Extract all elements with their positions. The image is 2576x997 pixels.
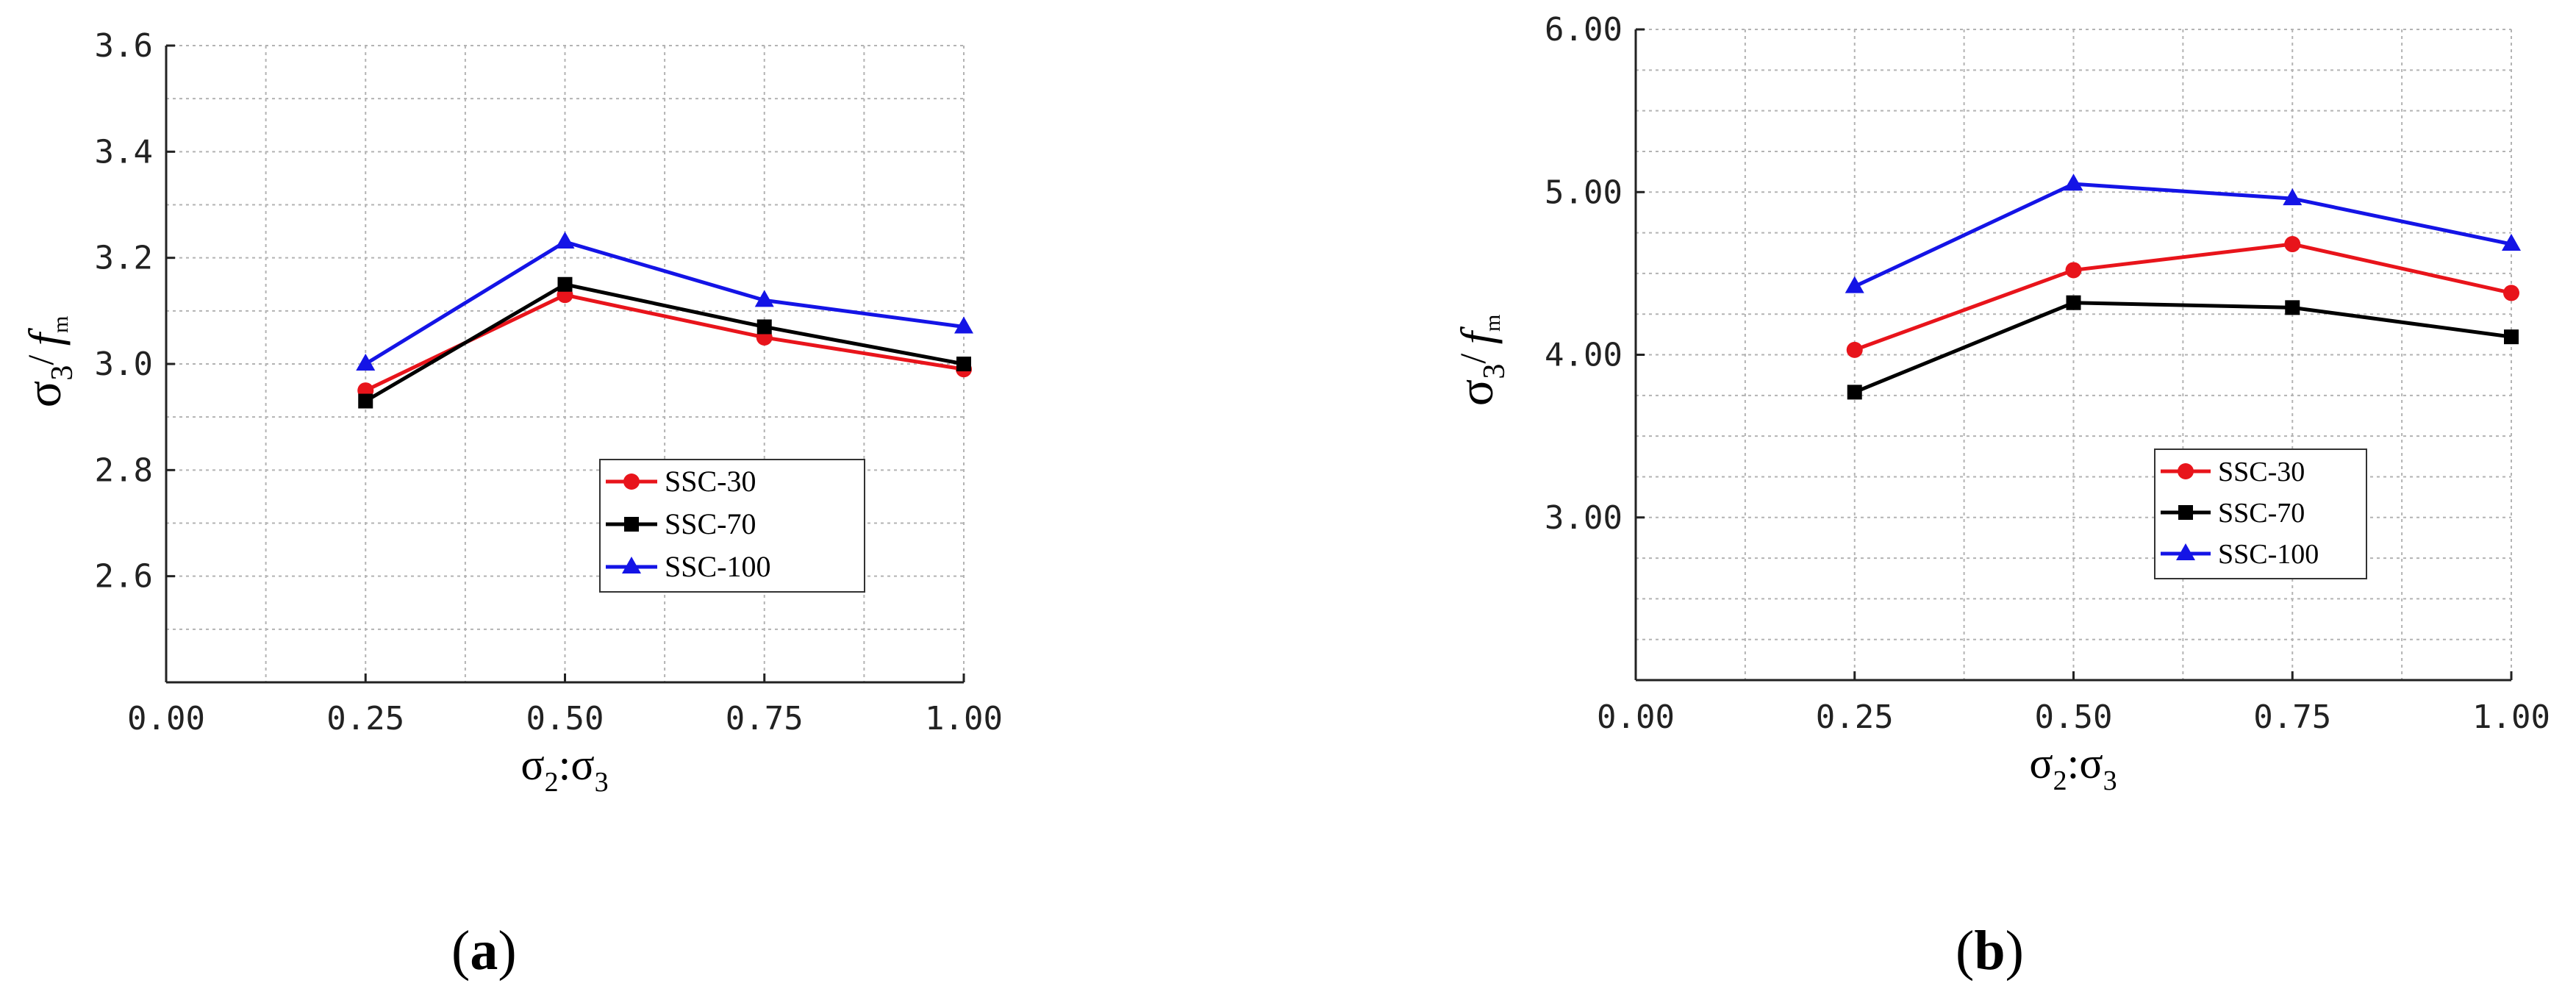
caption-b-letter: b <box>1974 920 2006 982</box>
grid <box>166 45 965 682</box>
data-point-triangle <box>954 316 973 334</box>
data-point-square <box>557 276 573 292</box>
data-point-triangle <box>2176 543 2195 560</box>
y-tick-label: 3.00 <box>1545 499 1622 537</box>
series-line <box>1853 182 2512 288</box>
y-tick-label: 5.00 <box>1545 174 1622 211</box>
y-tick-label: 2.8 <box>95 451 153 489</box>
series-ssc-100 <box>1845 174 2521 293</box>
data-point-circle <box>2178 463 2194 479</box>
caption-b: (b) <box>1956 920 2024 982</box>
data-point-triangle <box>622 557 641 573</box>
series-ssc-100 <box>356 232 973 371</box>
data-point-square <box>756 319 772 335</box>
data-point-circle <box>2503 285 2519 301</box>
legend-label: SSC-30 <box>665 465 756 498</box>
data-point-circle <box>2284 236 2301 253</box>
x-tick-label: 0.25 <box>326 700 404 737</box>
caption-a: (a) <box>451 920 517 982</box>
y-tick-label: 3.4 <box>95 133 153 171</box>
x-tick-label: 0.75 <box>726 700 804 737</box>
y-tick-label: 4.00 <box>1545 337 1622 374</box>
series-ssc-70 <box>358 276 971 409</box>
series-ssc-30 <box>357 287 972 399</box>
y-tick-label: 3.0 <box>95 346 153 383</box>
legend-label: SSC-30 <box>2218 457 2305 487</box>
grid <box>1636 29 2512 680</box>
caption-a-letter: a <box>470 920 498 982</box>
data-point-triangle <box>356 354 376 371</box>
legend-label: SSC-70 <box>2218 498 2305 529</box>
y-tick-label: 2.6 <box>95 558 153 596</box>
x-tick-label: 0.00 <box>1597 698 1675 736</box>
data-point-triangle <box>2283 188 2303 206</box>
series-line <box>1853 301 2512 394</box>
chart-panel-b: 3.00 4.00 5.00 6.00 0.00 0.25 0.50 0.75 1.00 σ2:σ… <box>1448 11 2550 796</box>
data-point-triangle <box>555 232 575 249</box>
data-point-square <box>2178 505 2193 520</box>
x-axis-label: σ2:σ3 <box>520 740 608 798</box>
data-point-square <box>2066 295 2081 310</box>
legend-label: SSC-100 <box>2218 539 2319 570</box>
x-tick-label: 0.50 <box>2035 698 2113 736</box>
y-axis-label: σ3/ fm <box>15 316 79 408</box>
data-point-circle <box>1846 341 1863 358</box>
x-tick-label: 0.25 <box>1816 698 1894 736</box>
y-axis-label: σ3/ fm <box>1448 315 1511 407</box>
x-tick-label: 0.75 <box>2253 698 2331 736</box>
data-point-triangle <box>2064 174 2083 191</box>
data-point-square <box>956 357 971 371</box>
x-tick-label: 1.00 <box>2472 698 2550 736</box>
data-point-triangle <box>1845 276 1864 293</box>
series-line <box>364 240 965 366</box>
series-ssc-70 <box>1847 295 2519 400</box>
data-point-circle <box>2065 262 2082 279</box>
series-line <box>364 282 965 403</box>
data-point-square <box>624 517 639 532</box>
data-point-square <box>1847 385 1862 400</box>
data-point-circle <box>623 474 640 490</box>
x-tick-label: 1.00 <box>925 700 1003 737</box>
data-point-square <box>2504 329 2519 345</box>
x-axis-label: σ2:σ3 <box>2029 739 2117 796</box>
y-tick-label: 3.2 <box>95 240 153 277</box>
data-point-square <box>358 393 373 409</box>
chart-panel-a: 2.6 2.8 3.0 3.2 3.4 3.6 0.00 0.25 0.50 0.75 1.00 σ2… <box>15 27 1003 798</box>
legend-label: SSC-70 <box>665 507 756 540</box>
data-point-square <box>2285 300 2300 315</box>
y-tick-label: 3.6 <box>95 27 153 65</box>
series-ssc-30 <box>1846 236 2519 358</box>
legend: SSC-30 SSC-70 SSC-100 <box>2154 449 2367 579</box>
series-line <box>1853 242 2512 352</box>
legend: SSC-30 SSC-70 SSC-100 <box>599 459 865 593</box>
y-tick-label: 6.00 <box>1545 11 1622 49</box>
x-tick-label: 0.50 <box>526 700 604 737</box>
data-point-triangle <box>754 290 774 307</box>
x-tick-label: 0.00 <box>127 700 205 737</box>
legend-label: SSC-100 <box>665 550 771 583</box>
data-point-triangle <box>2502 234 2521 251</box>
